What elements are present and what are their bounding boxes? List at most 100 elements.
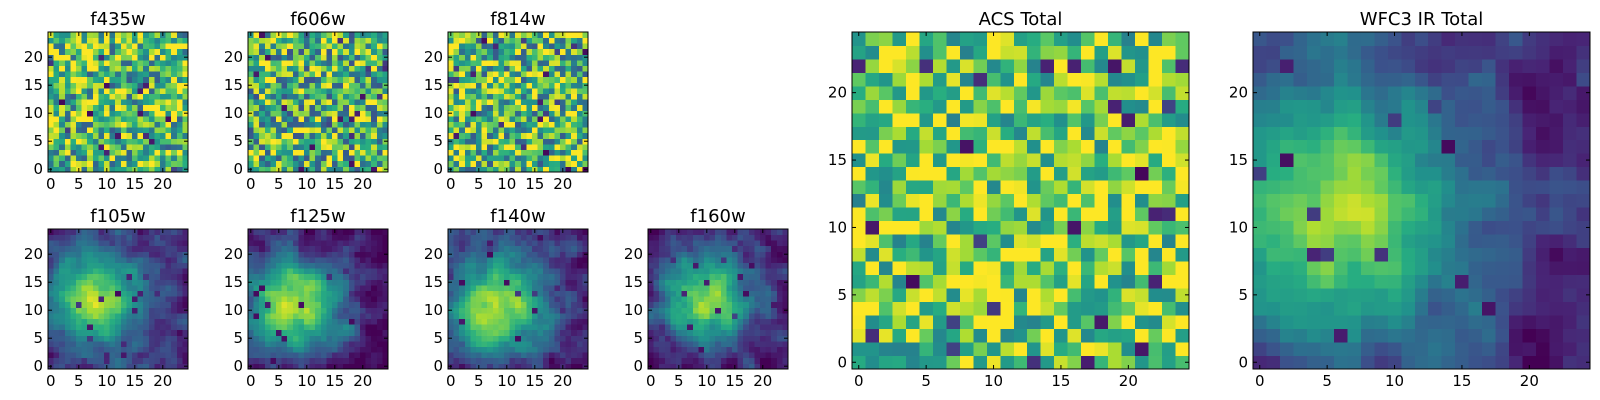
- heatmap-cell: [148, 60, 155, 66]
- y-tick-label: 15: [24, 76, 43, 94]
- heatmap-cell: [560, 357, 566, 364]
- heatmap-cell: [709, 262, 716, 269]
- heatmap-cell: [453, 132, 460, 139]
- heatmap-cell: [176, 65, 183, 72]
- heatmap-cell: [543, 290, 550, 297]
- heatmap-cell: [754, 290, 761, 297]
- heatmap-cell: [87, 357, 94, 364]
- heatmap-cell: [137, 127, 144, 134]
- heatmap-cell: [126, 240, 133, 247]
- heatmap-cell: [137, 48, 144, 55]
- heatmap-cell: [70, 329, 77, 336]
- heatmap-cell: [919, 220, 934, 235]
- heatmap-cell: [532, 324, 538, 331]
- heatmap-cell: [464, 318, 471, 325]
- heatmap-cell: [365, 127, 372, 134]
- heatmap-cell: [1067, 274, 1082, 289]
- heatmap-cell: [670, 324, 677, 331]
- heatmap-cell: [554, 116, 561, 122]
- heatmap-cell: [270, 60, 277, 66]
- heatmap-cell: [1121, 315, 1136, 329]
- heatmap-cell: [76, 71, 82, 78]
- heatmap-cell: [104, 313, 110, 319]
- heatmap-cell: [748, 363, 755, 370]
- heatmap-cell: [498, 149, 505, 156]
- heatmap-cell: [115, 37, 122, 44]
- heatmap-cell: [692, 257, 699, 263]
- heatmap-cell: [81, 290, 88, 297]
- heatmap-cell: [565, 285, 572, 291]
- heatmap-cell: [571, 296, 578, 303]
- heatmap-cell: [326, 290, 333, 297]
- heatmap-cell: [560, 324, 566, 331]
- heatmap-cell: [905, 288, 920, 302]
- heatmap-cell: [120, 285, 127, 291]
- heatmap-cell: [732, 257, 738, 263]
- heatmap-cell: [470, 318, 477, 325]
- heatmap-cell: [365, 110, 372, 117]
- heatmap-cell: [537, 149, 544, 156]
- heatmap-cell: [87, 138, 94, 145]
- heatmap-cell: [87, 65, 94, 72]
- heatmap-cell: [298, 352, 305, 359]
- heatmap-cell: [565, 273, 572, 280]
- heatmap-cell: [115, 335, 122, 342]
- heatmap-cell: [137, 60, 144, 66]
- heatmap-cell: [537, 48, 544, 55]
- heatmap-cell: [343, 138, 350, 145]
- heatmap-cell: [104, 121, 110, 128]
- heatmap-cell: [137, 37, 144, 44]
- heatmap-cell: [259, 279, 266, 286]
- heatmap-cell: [537, 335, 544, 342]
- heatmap-cell: [348, 88, 355, 94]
- heatmap-cell: [548, 329, 555, 336]
- heatmap-cell: [470, 329, 477, 336]
- heatmap-cell: [760, 307, 766, 314]
- heatmap-cell: [487, 116, 494, 122]
- heatmap-cell: [81, 110, 88, 117]
- heatmap-cell: [560, 110, 566, 117]
- heatmap-cell: [1067, 220, 1082, 235]
- heatmap-cell: [276, 93, 282, 100]
- heatmap-cell: [309, 307, 316, 314]
- heatmap-cell: [287, 104, 294, 111]
- heatmap-cell: [276, 357, 282, 364]
- heatmap-cell: [571, 324, 578, 331]
- heatmap-cell: [326, 229, 333, 235]
- heatmap-cell: [1094, 166, 1109, 181]
- heatmap-cell: [676, 273, 682, 280]
- heatmap-cell: [264, 121, 271, 128]
- heatmap-cell: [259, 166, 266, 173]
- heatmap-cell: [264, 88, 271, 94]
- heatmap-cell: [382, 65, 389, 72]
- heatmap-cell: [64, 82, 71, 89]
- heatmap-cell: [59, 48, 66, 55]
- heatmap-cell: [692, 313, 699, 319]
- heatmap-cell: [919, 193, 934, 208]
- heatmap-cell: [76, 104, 82, 111]
- heatmap-cell: [687, 324, 694, 331]
- heatmap-cell: [171, 93, 178, 100]
- heatmap-cell: [337, 234, 344, 241]
- heatmap-cell: [343, 76, 350, 83]
- heatmap-cell: [973, 274, 988, 289]
- heatmap-cell: [464, 149, 471, 156]
- heatmap-cell: [504, 324, 510, 331]
- heatmap-cell: [470, 132, 477, 139]
- heatmap-cell: [748, 341, 755, 347]
- heatmap-cell: [932, 355, 947, 370]
- heatmap-cell: [259, 127, 266, 134]
- heatmap-cell: [481, 99, 488, 106]
- heatmap-cell: [298, 273, 305, 280]
- heatmap-cell: [315, 262, 322, 269]
- heatmap-cell: [320, 121, 327, 128]
- heatmap-cell: [348, 138, 355, 145]
- heatmap-cell: [165, 363, 172, 370]
- heatmap-cell: [476, 296, 482, 303]
- heatmap-cell: [509, 127, 516, 134]
- heatmap-cell: [676, 352, 682, 359]
- heatmap-cell: [64, 71, 71, 78]
- heatmap-cell: [259, 138, 266, 145]
- heatmap-cell: [376, 65, 383, 72]
- heatmap-cell: [348, 352, 355, 359]
